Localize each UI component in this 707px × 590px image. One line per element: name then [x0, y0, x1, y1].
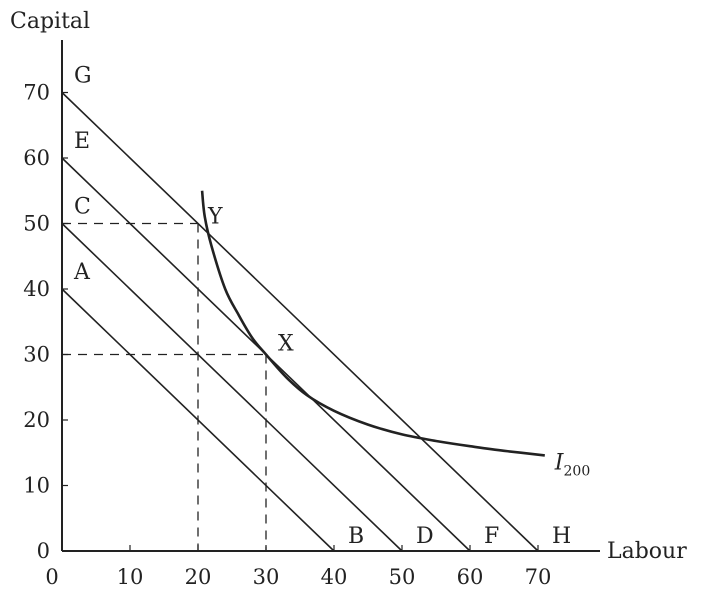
x-tick-label: 40 [321, 565, 348, 589]
isocost-end-label: H [552, 524, 571, 549]
y-axis-title: Capital [10, 9, 90, 34]
y-tick-label: 40 [23, 277, 50, 301]
isoquant-label: I200 [554, 450, 590, 479]
isocost-line-CD [61, 222, 403, 552]
isocost-end-label: F [484, 524, 499, 549]
isocost-end-label: D [416, 524, 434, 549]
y-tick-label: 70 [23, 81, 50, 105]
x-tick-label: 0 [45, 565, 58, 589]
x-tick-label: 70 [525, 565, 552, 589]
isocost-line-GH [61, 91, 539, 552]
isoquant-label-subscript: 200 [564, 463, 591, 479]
point-label-X: X [278, 332, 294, 357]
y-tick-label: 60 [23, 146, 50, 170]
isocost-start-label: C [74, 195, 91, 220]
isocost-lines [61, 91, 539, 552]
y-tick-label: 20 [23, 408, 50, 432]
point-labels: A B C D E F G H Y X I200 [73, 64, 590, 550]
y-tick-label: 0 [37, 539, 50, 563]
isocost-start-label: E [74, 129, 90, 154]
x-tick-label: 10 [117, 565, 144, 589]
isoquant-curve [200, 190, 545, 457]
x-tick-label: 50 [389, 565, 416, 589]
x-axis-title: Labour [607, 539, 687, 564]
x-tick-label: 30 [253, 565, 280, 589]
isoquant-curve-group [200, 190, 545, 457]
point-label-Y: Y [207, 205, 223, 230]
axes [61, 40, 600, 552]
x-tick-label: 60 [457, 565, 484, 589]
isocost-start-label: G [74, 64, 92, 89]
y-tick-label: 10 [23, 474, 50, 498]
y-tick-label: 50 [23, 212, 50, 236]
isocost-end-label: B [348, 524, 364, 549]
x-tick-label: 20 [185, 565, 212, 589]
tick-labels: 0 10 20 30 40 50 60 70 0 10 20 30 40 50 60 70 [23, 81, 551, 590]
isoquant-label-main: I [554, 450, 565, 475]
isocost-line-AB [61, 288, 335, 552]
y-tick-label: 30 [23, 343, 50, 367]
isocost-start-label: A [73, 260, 91, 285]
